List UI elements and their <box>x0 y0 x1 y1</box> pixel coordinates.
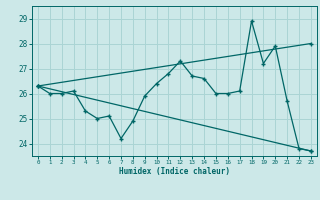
X-axis label: Humidex (Indice chaleur): Humidex (Indice chaleur) <box>119 167 230 176</box>
